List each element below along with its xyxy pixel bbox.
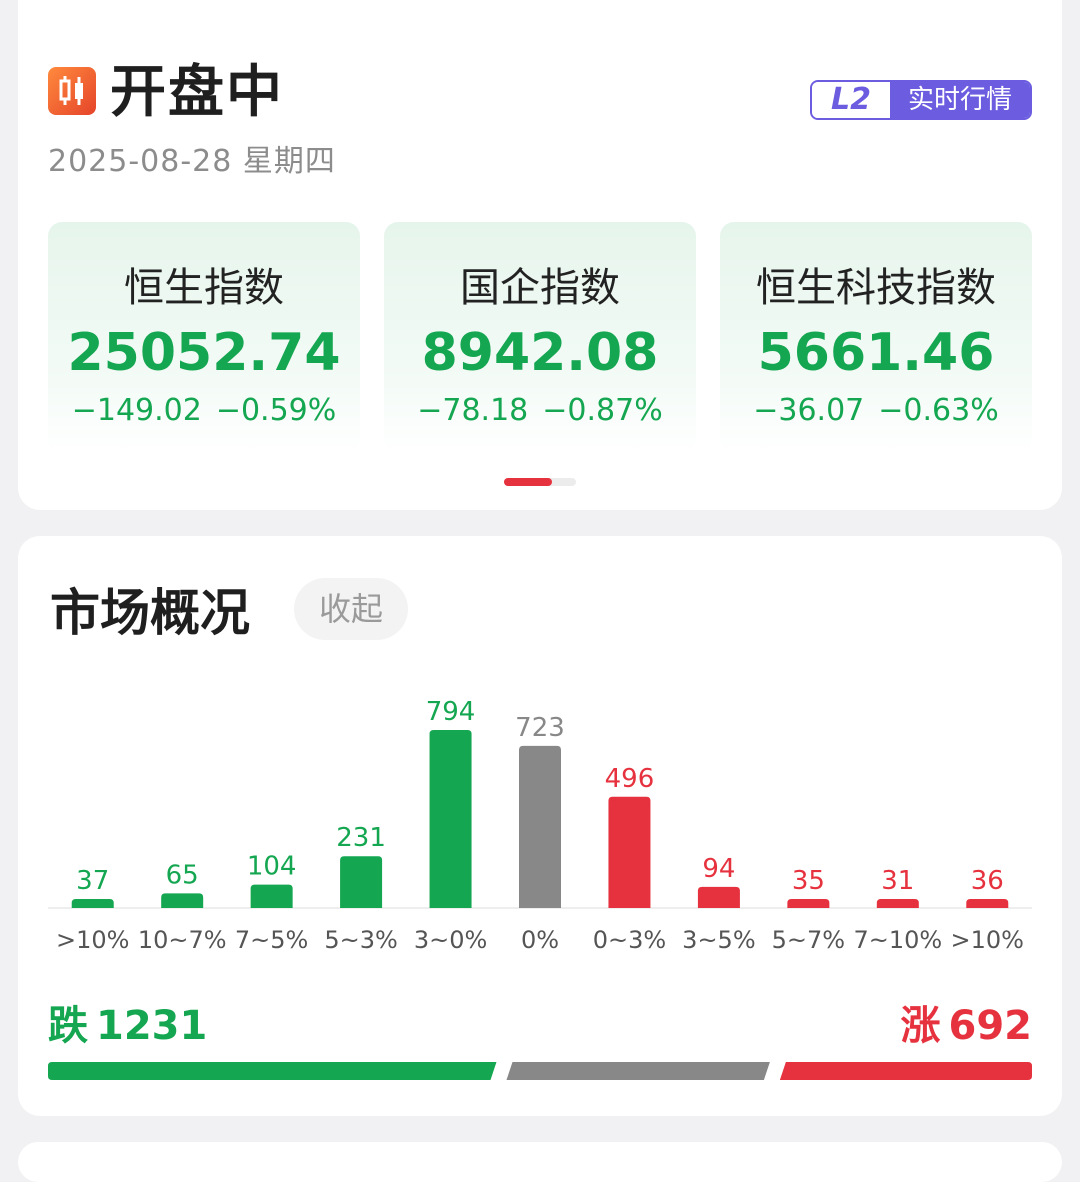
category-tick-label: 5~7% xyxy=(772,926,845,954)
category-tick-label: 7~5% xyxy=(235,926,308,954)
index-card-hstech[interactable]: 恒生科技指数 5661.46 −36.07 −0.63% xyxy=(720,222,1032,454)
ratio-segment-down xyxy=(48,1062,497,1080)
down-summary: 跌 1231 xyxy=(48,1000,207,1052)
bar-value-label: 36 xyxy=(971,866,1004,896)
category-tick-label: 0~3% xyxy=(593,926,666,954)
market-overview-card: 市场概况 收起 37 >10% 65 10~7% 104 7~5% 231 5~3% 794 3~… xyxy=(18,536,1062,1116)
up-summary: 涨 692 xyxy=(901,1000,1033,1052)
bar-value-label: 496 xyxy=(605,764,655,794)
bar-1[interactable] xyxy=(161,893,204,908)
ratio-segment-flat xyxy=(506,1062,770,1080)
category-tick-label: 10~7% xyxy=(138,926,227,954)
realtime-label: 实时行情 xyxy=(890,82,1030,118)
bar-value-label: 231 xyxy=(336,823,386,853)
bar-6[interactable] xyxy=(608,796,651,908)
bar-8[interactable] xyxy=(787,899,830,908)
up-label: 涨 xyxy=(900,1003,941,1049)
index-change-points: −36.07 xyxy=(753,393,865,428)
bar-value-label: 37 xyxy=(76,866,109,896)
ratio-segment-up xyxy=(779,1062,1032,1080)
category-tick-label: >10% xyxy=(951,926,1024,954)
bar-3[interactable] xyxy=(340,856,383,908)
down-label: 跌 xyxy=(48,1003,88,1049)
index-change-points: −78.18 xyxy=(417,393,529,428)
collapse-button[interactable]: 收起 xyxy=(294,578,408,640)
category-tick-label: 7~10% xyxy=(853,926,942,954)
bar-2[interactable] xyxy=(250,884,293,908)
carousel-pager[interactable] xyxy=(504,478,576,486)
bar-value-label: 35 xyxy=(792,866,825,896)
index-value: 25052.74 xyxy=(67,323,341,383)
up-down-ratio-bar xyxy=(48,1062,1032,1080)
bar-5[interactable] xyxy=(519,745,561,908)
up-count: 692 xyxy=(948,1003,1033,1049)
next-card xyxy=(18,1142,1062,1182)
bar-7[interactable] xyxy=(697,886,740,908)
category-tick-label: 3~0% xyxy=(414,926,487,954)
l2-label: L2 xyxy=(812,82,890,118)
distribution-bar-chart: 37 >10% 65 10~7% 104 7~5% 231 5~3% 794 3~0% 723 0% 4… xyxy=(48,697,1032,954)
section-title: 市场概况 xyxy=(50,584,250,642)
index-change: −36.07 −0.63% xyxy=(720,390,1032,432)
index-change: −149.02 −0.59% xyxy=(48,390,360,432)
bar-value-label: 31 xyxy=(881,866,914,896)
l2-realtime-badge[interactable]: L2 实时行情 xyxy=(810,80,1032,120)
bar-value-label: 723 xyxy=(515,713,565,743)
candlestick-icon xyxy=(48,67,96,115)
market-status-card: 开盘中 L2 实时行情 2025-08-28 星期四 恒生指数 25052.74… xyxy=(18,0,1062,510)
bar-0[interactable] xyxy=(71,899,114,908)
index-card-hscei[interactable]: 国企指数 8942.08 −78.18 −0.87% xyxy=(384,222,696,454)
bar-value-label: 104 xyxy=(247,852,297,882)
index-card-hsi[interactable]: 恒生指数 25052.74 −149.02 −0.59% xyxy=(48,222,360,454)
bar-10[interactable] xyxy=(966,899,1009,908)
index-change-points: −149.02 xyxy=(71,393,202,428)
page-title: 开盘中 xyxy=(110,60,284,125)
category-tick-label: 3~5% xyxy=(682,926,755,954)
index-value: 5661.46 xyxy=(757,323,995,383)
index-change-pct: −0.87% xyxy=(542,393,663,428)
index-change: −78.18 −0.87% xyxy=(384,390,696,432)
index-name: 恒生科技指数 xyxy=(756,265,996,311)
category-tick-label: >10% xyxy=(56,926,129,954)
bar-9[interactable] xyxy=(876,899,919,908)
down-count: 1231 xyxy=(96,1003,208,1049)
index-name: 国企指数 xyxy=(460,265,620,311)
index-name: 恒生指数 xyxy=(124,265,284,311)
bar-value-label: 65 xyxy=(166,860,199,890)
bar-value-label: 794 xyxy=(426,697,476,727)
index-value: 8942.08 xyxy=(421,323,659,383)
bar-value-label: 94 xyxy=(702,854,735,884)
index-change-pct: −0.59% xyxy=(215,393,337,428)
trade-date: 2025-08-28 星期四 xyxy=(48,144,336,179)
category-tick-label: 0% xyxy=(521,926,559,954)
category-tick-label: 5~3% xyxy=(324,926,397,954)
index-change-pct: −0.63% xyxy=(878,393,999,428)
bar-4[interactable] xyxy=(429,730,472,908)
pager-active-indicator xyxy=(504,478,552,486)
